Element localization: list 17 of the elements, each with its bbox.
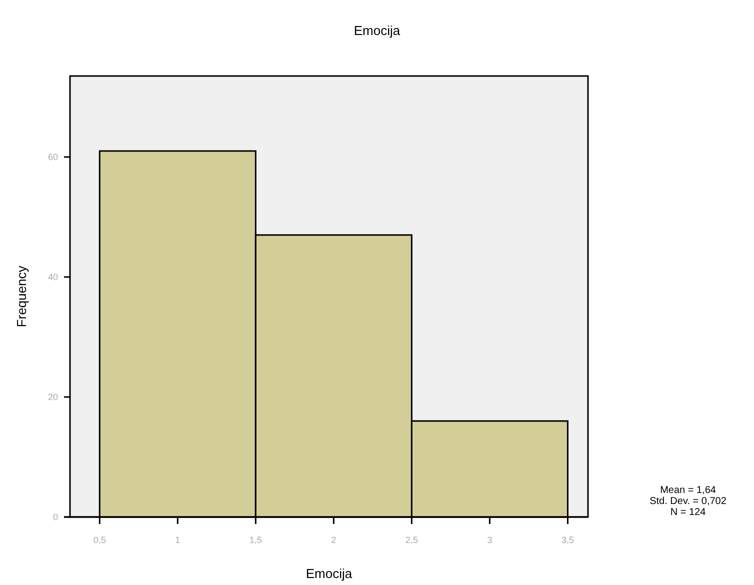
text: N = 124 xyxy=(670,507,706,518)
x-tick-label: 0,5 xyxy=(93,535,106,545)
y-tick-label: 0 xyxy=(52,512,58,522)
text: Std. Dev. = 0,702 xyxy=(650,496,727,507)
y-tick-label: 20 xyxy=(48,392,58,402)
x-tick-label: 2 xyxy=(331,535,336,545)
chart-title: Emocija xyxy=(354,23,401,38)
y-tick-label: 40 xyxy=(48,272,58,282)
x-tick-label: 3,5 xyxy=(561,535,574,545)
x-tick-label: 1 xyxy=(175,535,180,545)
x-tick-label: 2,5 xyxy=(405,535,418,545)
y-axis-title: Frequency xyxy=(14,265,29,328)
x-tick-label: 3 xyxy=(487,535,492,545)
text: Mean = 1,64 xyxy=(660,485,716,496)
y-tick-label: 60 xyxy=(48,152,58,162)
x-axis-title: Emocija xyxy=(306,566,353,581)
x-tick-label: 1,5 xyxy=(249,535,262,545)
